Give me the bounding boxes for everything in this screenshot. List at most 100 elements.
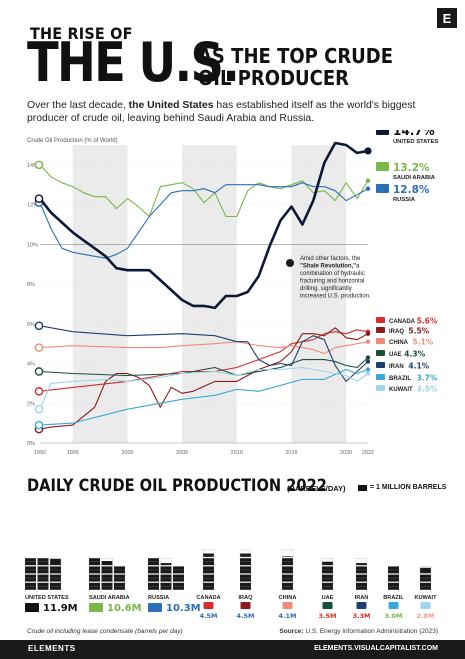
bar-category-label: SAUDI ARABIA (89, 595, 130, 601)
series-name: BRAZIL (389, 376, 411, 382)
bar-kuwait: KUWAIT 2.8M (414, 566, 437, 620)
series-label-uae: UAE 4.3% (376, 350, 426, 359)
flag-icon-start (34, 404, 44, 414)
title-suffix-line-1: AS THE TOP CRUDE (198, 44, 394, 68)
barrel-outline (49, 558, 62, 566)
series-label-russia: 12.8%RUSSIA (376, 184, 430, 203)
x-tick-label: 2020 (340, 450, 352, 456)
bar-value-label: 2.8M (417, 612, 435, 620)
series-line-russia (39, 182, 369, 259)
x-tick-label: 2000 (121, 450, 133, 456)
barrel-partial (356, 563, 367, 566)
flag-icon (376, 338, 385, 344)
flag-icon (420, 602, 431, 609)
barrel-partial (322, 561, 333, 566)
series-end-label: 12.8% (393, 184, 430, 196)
series-end-label: 4.3% (404, 350, 425, 359)
flag-icon (376, 130, 389, 135)
title-prefix: THE RISE OF (30, 24, 133, 43)
series-label-iran: IRAN 4.1% (376, 362, 430, 371)
series-line-brazil (39, 368, 369, 426)
flag-icon (356, 602, 367, 609)
barrel-icon (358, 484, 367, 491)
series-name: CANADA (389, 319, 416, 325)
series-end-point (365, 359, 371, 364)
annotation-emphasis: "Shale Revolution," (300, 264, 356, 270)
y-tick-label: 12% (27, 203, 38, 209)
shaded-band-1 (182, 145, 237, 443)
barrel-outline (101, 558, 113, 566)
annotation-line: Amid other factors, the (300, 256, 361, 262)
source-label: Source: (279, 628, 304, 635)
intro-part-1: Over the last decade, (27, 100, 129, 111)
series-label-saudi-arabia: 13.2%SAUDI ARABIA (376, 162, 436, 181)
bar-value-label: 3.3M (353, 612, 371, 620)
source-text: U.S. Energy Information Administration (… (303, 628, 438, 635)
series-name: CHINA (389, 340, 409, 346)
series-end-point (365, 367, 371, 372)
barrel-partial (420, 567, 431, 574)
footer-site: ELEMENTS.VISUALCAPITALIST.COM (314, 645, 438, 652)
title-suffix-line-2: OIL PRODUCER (198, 66, 350, 90)
flag-icon-start (34, 387, 44, 396)
series-label-united-states: 14.7%UNITED STATES (376, 130, 438, 145)
series-line-china (39, 341, 369, 355)
flag-icon (376, 385, 385, 391)
annotation-line: increased U.S. production. (300, 294, 371, 300)
y-axis-label: Crude Oil Production (% of World) (27, 138, 118, 144)
flag-icon-start (34, 367, 44, 376)
annotation-line: combination of hydraulic (300, 271, 365, 277)
flag-icon-start (34, 321, 44, 331)
barrel-partial (203, 553, 214, 557)
annotation-line: fracturing and horizontal (300, 279, 364, 285)
y-tick-label: 0% (27, 441, 35, 447)
barrel-partial (160, 563, 172, 566)
barrel-outline (239, 549, 252, 558)
bar-category-label: BRAZIL (383, 595, 404, 601)
flag-icon (376, 317, 385, 323)
series-label-china: CHINA 5.1% (376, 338, 434, 347)
intro-bold: the United States (128, 100, 214, 111)
x-tick-label: 1995 (67, 450, 79, 456)
flag-icon (282, 602, 293, 609)
series-name: RUSSIA (393, 197, 416, 203)
flag-icon-start (34, 420, 44, 430)
x-tick-label: 2005 (176, 450, 188, 456)
flag-icon (89, 603, 103, 612)
barrel-partial (282, 556, 293, 557)
annotation-line: drilling, significantly (300, 286, 352, 292)
series-end-point (365, 371, 371, 376)
series-label-iraq: IRAQ 5.5% (376, 327, 430, 336)
source: Source: U.S. Energy Information Administ… (279, 628, 438, 635)
series-end-point (365, 331, 371, 336)
flag-icon-start (34, 343, 44, 352)
y-tick-label: 4% (27, 362, 35, 368)
legend-label: = 1 MILLION BARRELS (370, 484, 447, 491)
flag-icon (376, 162, 389, 171)
y-tick-label: 14% (27, 163, 38, 169)
series-name: IRAN (389, 364, 404, 370)
bar-value-label: 4.5M (200, 612, 218, 620)
y-tick-label: 6% (27, 322, 35, 328)
series-end-point (365, 178, 371, 183)
series-label-kuwait: KUWAIT 3.5% (376, 385, 438, 394)
bar-china: CHINA 4.1M (279, 549, 297, 620)
line-chart: Crude Oil Production (% of World) 0% 2% 4% 6… (27, 130, 438, 456)
x-tick-label: 2015 (285, 450, 297, 456)
bar-chart-legend: = 1 MILLION BARRELS (358, 484, 446, 491)
flag-icon (376, 184, 389, 193)
x-tick-label: 1992 (34, 450, 46, 456)
bar-saudi-arabia: SAUDI ARABIA 10.6M (89, 558, 142, 614)
flag-icon (25, 603, 39, 612)
bar-value-label: 10.6M (107, 603, 142, 614)
bar-category-label: CHINA (279, 595, 297, 601)
barrel-partial (101, 561, 113, 566)
barrel-outline (202, 549, 215, 558)
bar-value-label: 11.9M (43, 603, 78, 614)
bar-chart-unit: (BARRELS/DAY) (287, 484, 346, 493)
series-end-label: 5.1% (413, 338, 434, 347)
series-end-label: 14.7% (393, 130, 435, 138)
bar-chart-title: DAILY CRUDE OIL PRODUCTION 2022 (27, 476, 327, 496)
drill-icon (286, 259, 294, 267)
bar-uae: UAE 3.5M (319, 558, 336, 620)
